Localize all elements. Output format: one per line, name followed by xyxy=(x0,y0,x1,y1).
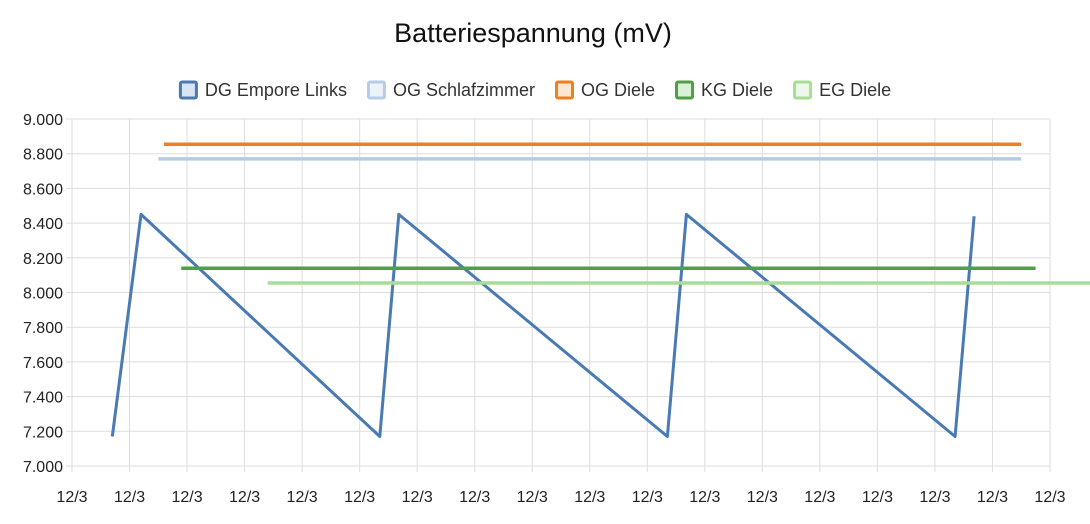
x-tick-label: 12/3 xyxy=(287,489,318,506)
legend-item[interactable]: KG Diele xyxy=(675,80,774,100)
legend-swatch xyxy=(675,80,695,100)
x-tick-label: 12/3 xyxy=(56,489,87,506)
x-tick-label: 12/3 xyxy=(1034,489,1065,506)
x-tick-label: 12/3 xyxy=(344,489,375,506)
x-axis-ticks: 12/3 12/3 12/3 12/3 12/3 12/3 12/3 12/3 12/3 12/3… xyxy=(56,489,1065,506)
legend-item[interactable]: DG Empore Links xyxy=(178,80,347,100)
y-tick-label: 7.200 xyxy=(23,424,63,441)
y-tick-label: 9.000 xyxy=(23,112,63,129)
x-tick-label: 12/3 xyxy=(574,489,605,506)
legend-label: OG Diele xyxy=(581,80,655,100)
x-tick-label: 12/3 xyxy=(977,489,1008,506)
x-tick-label: 12/3 xyxy=(632,489,663,506)
y-tick-label: 7.000 xyxy=(23,459,63,476)
x-tick-label: 12/3 xyxy=(517,489,548,506)
y-tick-label: 8.400 xyxy=(23,216,63,233)
series-line-dg-empore-links xyxy=(110,212,976,438)
legend-swatch xyxy=(366,80,386,100)
legend-item[interactable]: OG Diele xyxy=(555,80,656,100)
x-tick-label: 12/3 xyxy=(229,489,260,506)
legend-item[interactable]: OG Schlafzimmer xyxy=(366,80,535,100)
x-tick-label: 12/3 xyxy=(747,489,778,506)
legend: DG Empore Links OG Schlafzimmer OG Diele KG… xyxy=(178,80,892,100)
legend-label: KG Diele xyxy=(701,80,773,100)
grid-lines xyxy=(66,118,1051,472)
y-axis-ticks: 9.000 8.800 8.600 8.400 8.200 8.000 7.800 7.600… xyxy=(23,112,63,476)
x-tick-label: 12/3 xyxy=(804,489,835,506)
y-tick-label: 8.600 xyxy=(23,181,63,198)
y-tick-label: 8.800 xyxy=(23,147,63,164)
x-tick-label: 12/3 xyxy=(862,489,893,506)
x-tick-label: 12/3 xyxy=(919,489,950,506)
y-tick-label: 8.200 xyxy=(23,251,63,268)
legend-swatch xyxy=(793,80,813,100)
chart-title: Batteriespannung (mV) xyxy=(394,18,672,48)
legend-label: EG Diele xyxy=(819,80,891,100)
x-tick-label: 12/3 xyxy=(114,489,145,506)
x-tick-label: 12/3 xyxy=(402,489,433,506)
legend-swatch xyxy=(178,80,198,100)
series-lines xyxy=(110,142,1090,438)
y-tick-label: 8.000 xyxy=(23,286,63,303)
y-tick-label: 7.400 xyxy=(23,390,63,407)
legend-item[interactable]: EG Diele xyxy=(793,80,892,100)
x-tick-label: 12/3 xyxy=(171,489,202,506)
y-tick-label: 7.800 xyxy=(23,320,63,337)
x-tick-label: 12/3 xyxy=(459,489,490,506)
legend-swatch xyxy=(555,80,574,100)
legend-label: OG Schlafzimmer xyxy=(393,80,535,100)
x-tick-label: 12/3 xyxy=(689,489,720,506)
y-tick-label: 7.600 xyxy=(23,355,63,372)
legend-label: DG Empore Links xyxy=(205,80,347,100)
